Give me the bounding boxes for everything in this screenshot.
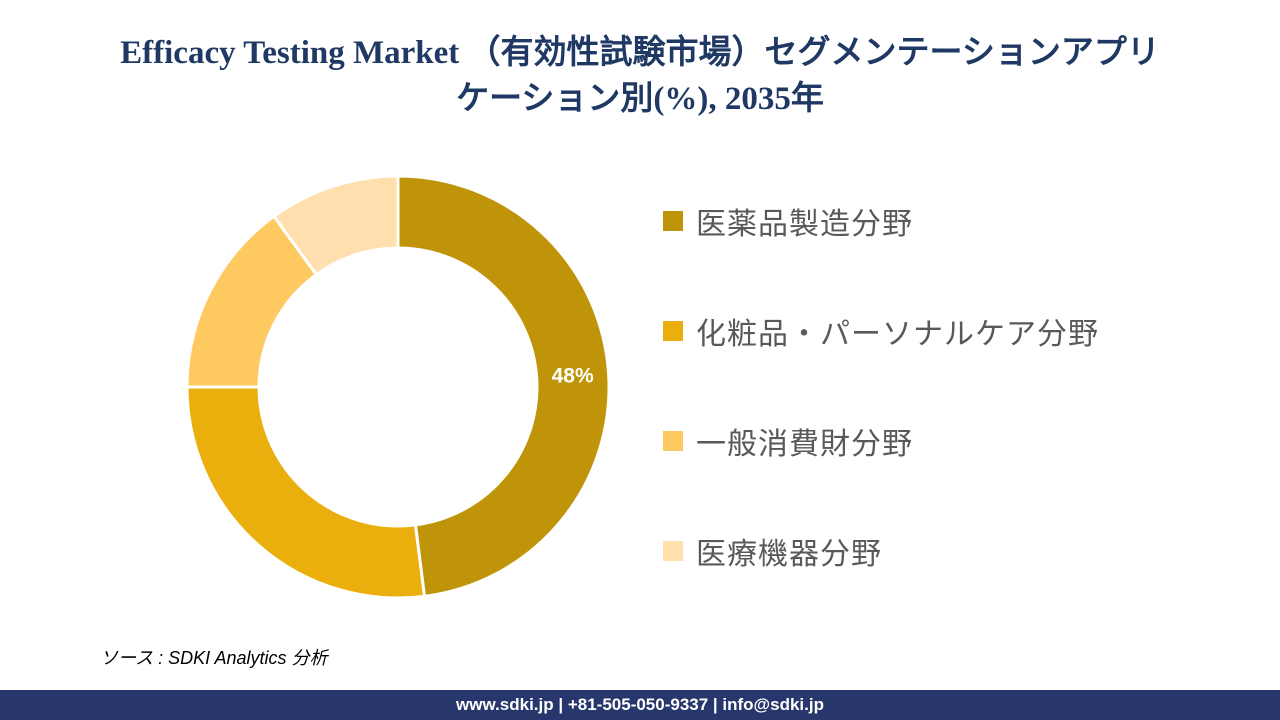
page-title: Efficacy Testing Market （有効性試験市場）セグメンテーシ… — [0, 30, 1280, 122]
legend-item: 医療機器分野 — [663, 529, 1099, 573]
legend-swatch — [663, 321, 683, 341]
chart-legend: 医薬品製造分野化粧品・パーソナルケア分野 一般消費財分野 医療機器分野 — [663, 199, 1099, 639]
legend-label: 医療機器分野 — [696, 538, 882, 571]
source-note: ソース : SDKI Analytics 分析 — [100, 648, 328, 668]
donut-chart-svg: 48% — [185, 174, 611, 600]
legend-label: 一般消費財分野 — [696, 428, 913, 461]
legend-swatch — [663, 541, 683, 561]
donut-segment-4 — [271, 174, 400, 277]
donut-segment-1 — [396, 174, 611, 599]
footer-bar: www.sdki.jp | +81-505-050-9337 | info@sd… — [0, 690, 1280, 720]
legend-label: 化粧品・パーソナルケア分野 — [696, 318, 1099, 351]
legend-swatch — [663, 431, 683, 451]
donut-chart: 48% — [178, 167, 618, 607]
legend-item: 化粧品・パーソナルケア分野 — [663, 309, 1099, 353]
donut-segment-2 — [185, 385, 427, 600]
legend-item: 医薬品製造分野 — [663, 199, 1099, 243]
page-title-line-1: Efficacy Testing Market （有効性試験市場）セグメンテーシ… — [120, 35, 1160, 71]
donut-data-label: 48% — [552, 365, 594, 388]
page-title-line-2: ケーション別(%), 2035年 — [456, 81, 824, 117]
footer-contact-text: www.sdki.jp | +81-505-050-9337 | info@sd… — [456, 695, 824, 714]
legend-item: 一般消費財分野 — [663, 419, 1099, 463]
legend-label: 医薬品製造分野 — [696, 208, 913, 241]
legend-swatch — [663, 211, 683, 231]
